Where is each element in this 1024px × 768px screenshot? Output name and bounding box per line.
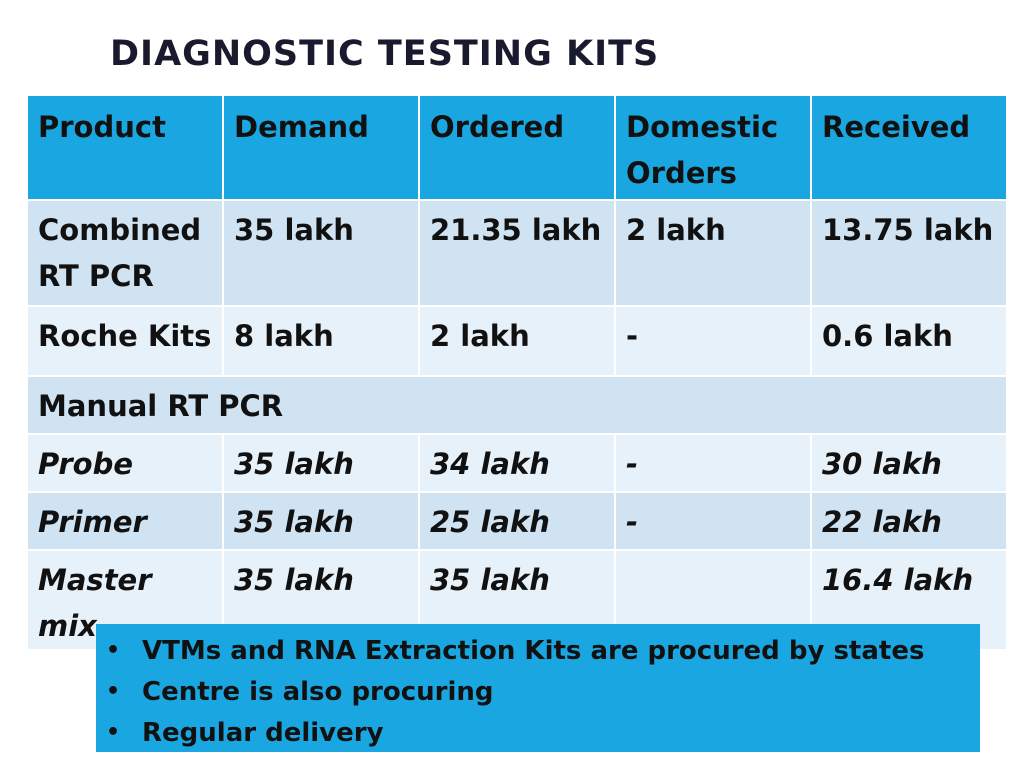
list-item: • Centre is also procuring <box>106 671 980 712</box>
table-section-row: Manual RT PCR <box>26 375 1008 435</box>
cell-ordered: 21.35 lakh <box>418 199 616 307</box>
cell-product: Probe <box>26 433 224 493</box>
cell-domestic-orders: - <box>614 491 812 551</box>
cell-demand: 35 lakh <box>222 491 420 551</box>
cell-received: 22 lakh <box>810 491 1008 551</box>
cell-ordered: 2 lakh <box>418 305 616 377</box>
header-demand: Demand <box>222 94 420 201</box>
cell-received: 0.6 lakh <box>810 305 1008 377</box>
slide-title: DIAGNOSTIC TESTING KITS <box>110 34 660 74</box>
cell-demand: 35 lakh <box>222 199 420 307</box>
header-product: Product <box>26 94 224 201</box>
table-row: Roche Kits 8 lakh 2 lakh - 0.6 lakh <box>26 305 1008 377</box>
bullet-icon: • <box>106 679 121 704</box>
table-header-row: Product Demand Ordered Domestic Orders R… <box>26 94 1008 201</box>
header-ordered: Ordered <box>418 94 616 201</box>
cell-product: Combined RT PCR <box>26 199 224 307</box>
list-item: • Regular delivery <box>106 712 980 753</box>
notes-list: • VTMs and RNA Extraction Kits are procu… <box>106 630 980 753</box>
cell-domestic-orders: - <box>614 433 812 493</box>
cell-product: Primer <box>26 491 224 551</box>
note-text: Centre is also procuring <box>142 676 494 707</box>
cell-demand: 8 lakh <box>222 305 420 377</box>
note-text: Regular delivery <box>142 717 384 748</box>
cell-domestic-orders: 2 lakh <box>614 199 812 307</box>
bullet-icon: • <box>106 720 121 745</box>
cell-received: 30 lakh <box>810 433 1008 493</box>
cell-domestic-orders: - <box>614 305 812 377</box>
section-label: Manual RT PCR <box>26 375 1008 435</box>
table-row: Probe 35 lakh 34 lakh - 30 lakh <box>26 433 1008 493</box>
bullet-icon: • <box>106 638 121 663</box>
cell-product: Roche Kits <box>26 305 224 377</box>
cell-ordered: 25 lakh <box>418 491 616 551</box>
table-row: Primer 35 lakh 25 lakh - 22 lakh <box>26 491 1008 551</box>
cell-received: 13.75 lakh <box>810 199 1008 307</box>
cell-ordered: 34 lakh <box>418 433 616 493</box>
header-received: Received <box>810 94 1008 201</box>
header-domestic-orders: Domestic Orders <box>614 94 812 201</box>
note-text: VTMs and RNA Extraction Kits are procure… <box>142 635 925 666</box>
notes-box: • VTMs and RNA Extraction Kits are procu… <box>96 624 980 752</box>
list-item: • VTMs and RNA Extraction Kits are procu… <box>106 630 980 671</box>
cell-demand: 35 lakh <box>222 433 420 493</box>
testing-kits-table: Product Demand Ordered Domestic Orders R… <box>26 94 1008 651</box>
table-row: Combined RT PCR 35 lakh 21.35 lakh 2 lak… <box>26 199 1008 307</box>
